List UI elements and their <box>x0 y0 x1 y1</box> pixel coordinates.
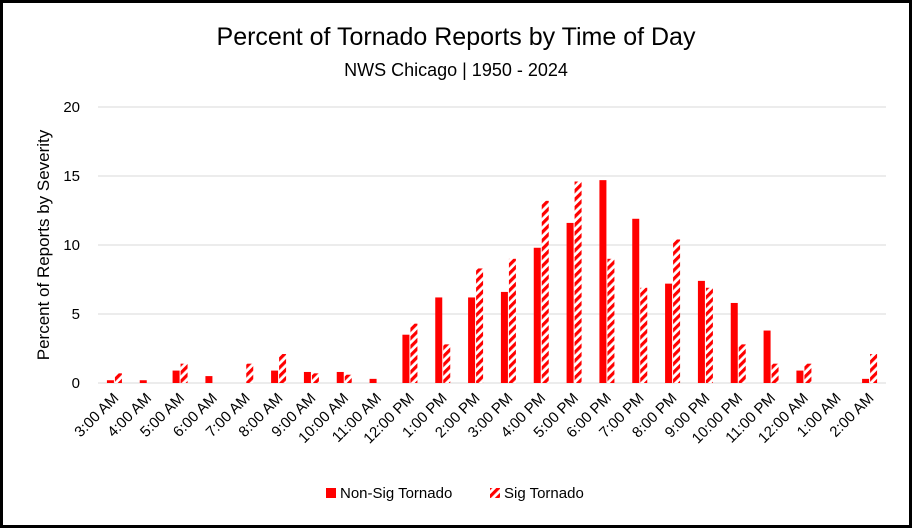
y-tick-label: 20 <box>63 99 80 116</box>
bar-non-sig <box>172 370 180 383</box>
bar-sig <box>443 344 451 383</box>
legend: Non-Sig Tornado Sig Tornado <box>326 485 584 502</box>
bar-sig <box>344 374 352 383</box>
bar-sig <box>640 287 648 383</box>
y-tick-label: 5 <box>72 306 80 323</box>
chart-title: Percent of Tornado Reports by Time of Da… <box>217 23 696 51</box>
bar-non-sig <box>402 334 410 383</box>
bar-sig <box>246 363 254 383</box>
y-tick-label: 0 <box>72 375 80 392</box>
y-axis-label: Percent of Reports by Severity <box>34 129 53 360</box>
bar-sig <box>673 239 681 383</box>
bar-sig <box>870 354 878 383</box>
x-tick-labels: 3:00 AM4:00 AM5:00 AM6:00 AM7:00 AM8:00 … <box>71 390 877 447</box>
bar-sig <box>771 363 779 383</box>
bar-non-sig <box>205 376 213 383</box>
bar-non-sig <box>862 378 870 383</box>
bar-sig <box>476 268 484 383</box>
bar-sig <box>541 200 549 383</box>
bar-sig <box>180 363 188 383</box>
bar-non-sig <box>435 297 443 383</box>
bar-non-sig <box>599 180 607 383</box>
chart-subtitle: NWS Chicago | 1950 - 2024 <box>344 60 568 80</box>
bar-non-sig <box>730 302 738 383</box>
legend-swatch-non-sig <box>326 488 336 498</box>
bar-sig <box>279 354 287 383</box>
bar-non-sig <box>533 247 541 383</box>
bar-sig <box>410 323 418 383</box>
bar-non-sig <box>665 283 673 383</box>
bar-non-sig <box>303 371 311 383</box>
bar-non-sig <box>763 330 771 383</box>
bar-sig <box>804 363 812 383</box>
bar-non-sig <box>139 380 147 383</box>
bar-sig <box>574 181 582 383</box>
bar-non-sig <box>468 297 476 383</box>
legend-label-non-sig: Non-Sig Tornado <box>340 485 452 502</box>
bar-non-sig <box>336 371 344 383</box>
bar-non-sig <box>796 370 804 383</box>
gridlines <box>98 106 886 384</box>
bar-sig <box>705 287 713 383</box>
bar-sig <box>738 344 746 383</box>
bar-non-sig <box>500 291 508 383</box>
legend-label-sig: Sig Tornado <box>504 485 584 502</box>
bar-non-sig <box>697 280 705 383</box>
y-tick-label: 10 <box>63 237 80 254</box>
bar-non-sig <box>271 370 279 383</box>
bar-non-sig <box>106 380 114 383</box>
bar-sig <box>508 258 516 383</box>
bars <box>106 180 878 383</box>
bar-sig <box>311 373 319 383</box>
bar-sig <box>114 373 122 383</box>
bar-sig <box>607 258 615 383</box>
legend-swatch-sig <box>490 488 500 498</box>
bar-non-sig <box>566 222 574 383</box>
bar-non-sig <box>632 218 640 383</box>
bar-non-sig <box>369 378 377 383</box>
y-tick-labels: 0 5 10 15 20 <box>63 99 80 392</box>
y-tick-label: 15 <box>63 168 80 185</box>
